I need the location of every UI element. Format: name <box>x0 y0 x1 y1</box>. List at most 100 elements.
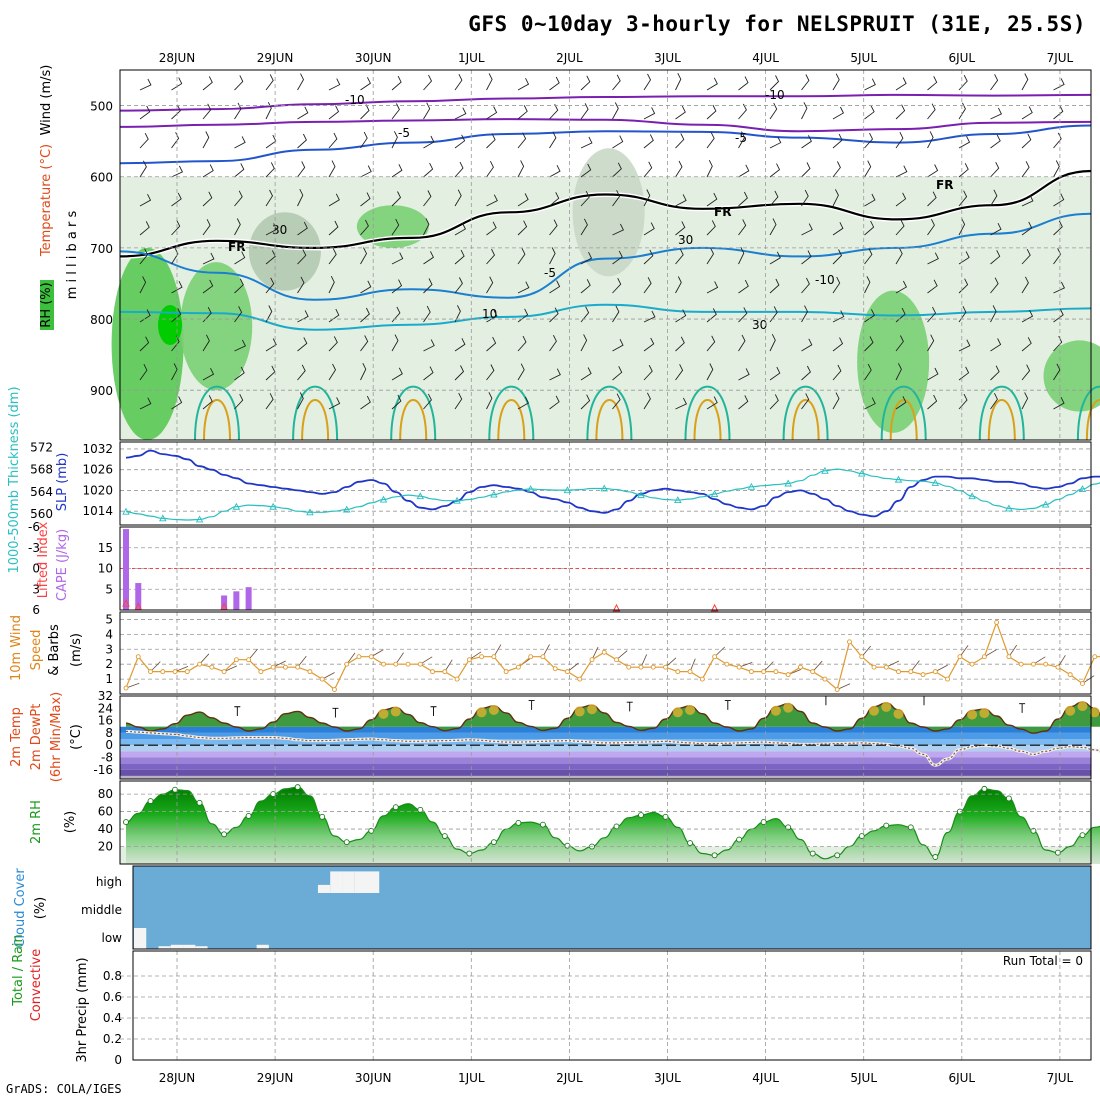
wind-barb <box>360 131 368 149</box>
wind-barb <box>864 220 875 236</box>
cloud-bar-low <box>195 946 208 949</box>
isotherm-FR <box>119 169 1092 258</box>
temp-tick-label: 32 <box>98 689 113 703</box>
date-label-top: 7JUL <box>1047 51 1074 65</box>
temp-band <box>120 763 1091 770</box>
wind-barb <box>486 73 493 91</box>
temp-warm-peak <box>390 706 401 717</box>
cape-bar <box>123 529 129 610</box>
thickness-marker <box>269 502 277 510</box>
wind-barb <box>234 339 247 352</box>
wind-barb <box>486 336 497 352</box>
wind-barb <box>832 133 843 149</box>
isotherm-warm-loop <box>497 398 526 441</box>
wind-barb <box>202 76 213 91</box>
date-label-top: 28JUN <box>159 51 196 65</box>
lifted-index-axis-label: Lifted Index <box>36 521 51 598</box>
wind-barb <box>706 77 718 91</box>
thickness-marker <box>122 507 130 515</box>
wind-barb <box>706 132 715 149</box>
thickness-tick-label: 572 <box>30 441 53 455</box>
wind-barb <box>706 192 718 207</box>
wind-barb <box>517 220 528 236</box>
wind10m-axis-label-1: 10m Wind <box>9 615 24 681</box>
wind-barb <box>423 218 430 236</box>
wind-barb <box>801 189 809 207</box>
run-total-label: Run Total = 0 <box>1003 954 1083 968</box>
wind-barb <box>517 160 525 178</box>
temperature-unit-label: Temperature (°C) <box>39 144 54 257</box>
wind-barb <box>675 364 684 381</box>
wind-barb <box>738 131 746 149</box>
wind-barb <box>454 305 461 323</box>
wind-barb <box>864 276 871 294</box>
temp-axis-label-3: (6hr Min/Max) <box>49 692 64 782</box>
thickness-tick-label: 564 <box>30 485 53 499</box>
wind-barb <box>171 219 181 236</box>
wind-barb <box>360 395 371 410</box>
wind-barb <box>1053 396 1065 410</box>
thickness-marker <box>894 475 903 483</box>
dewpoint-line <box>125 730 1100 766</box>
wind-barb <box>265 134 277 149</box>
wind10m-point <box>368 654 374 660</box>
isotherm-label: FR <box>228 240 245 254</box>
wind-barb <box>423 162 434 178</box>
wind-unit-label: Wind (m/s) <box>39 65 54 136</box>
thickness-marker <box>526 485 535 492</box>
wind-barb <box>832 337 844 352</box>
wind-barb <box>801 250 812 265</box>
wind-barb <box>423 135 435 149</box>
wind10m-point <box>736 664 742 670</box>
wind-barb <box>265 223 278 236</box>
temp-tick-label: 8 <box>105 726 113 740</box>
wind-barb <box>328 105 340 120</box>
thickness-marker <box>710 490 719 497</box>
cape-frame <box>119 526 1092 611</box>
wind10m-frame <box>119 611 1092 695</box>
thickness-marker <box>968 492 976 500</box>
wind-barb <box>738 76 749 91</box>
wind-barb <box>769 75 780 91</box>
wind10m-point <box>1055 664 1061 670</box>
wind-barb <box>612 102 619 120</box>
date-label-bottom: 4JUL <box>752 1071 779 1085</box>
wind-barb <box>265 250 276 265</box>
wind-barb <box>958 339 971 352</box>
temp-warm-peak <box>1077 701 1088 712</box>
thickness-marker <box>1078 485 1087 492</box>
wind-barb <box>171 132 180 149</box>
wind-barb <box>423 393 432 410</box>
wind-barb <box>958 218 966 236</box>
wind-barb <box>328 160 336 178</box>
pressure-axis-label: m i l l i b a r s <box>65 211 80 300</box>
thickness-marker <box>416 492 425 500</box>
wind-barb <box>265 338 277 352</box>
wind10m-point <box>847 639 852 645</box>
wind-barb <box>769 394 779 410</box>
wind-barb <box>202 103 212 120</box>
wind-barb <box>360 192 371 207</box>
wind-barb <box>927 131 934 149</box>
wind-barb <box>454 161 464 178</box>
wind-barb <box>706 220 716 236</box>
wind10m-point <box>797 664 803 670</box>
wind-barb <box>360 104 370 120</box>
wind-barb <box>769 136 782 149</box>
wind-barb <box>769 333 776 352</box>
wind-barb <box>864 248 873 265</box>
wind-barb <box>360 280 372 294</box>
li-marker <box>122 598 130 607</box>
wind-barb <box>139 160 147 178</box>
wind-barb <box>643 189 651 207</box>
cape-tick-label: 5 <box>105 582 113 596</box>
rh-point <box>687 840 694 846</box>
date-label-bottom: 6JUL <box>948 1071 975 1085</box>
wind-barb <box>454 73 463 91</box>
rh-point <box>638 812 644 819</box>
wind-barb <box>517 281 530 294</box>
thickness-marker <box>453 496 461 504</box>
rh-point <box>343 839 350 846</box>
rh-tick-label: 80 <box>98 787 113 801</box>
wind-barb <box>895 131 904 149</box>
